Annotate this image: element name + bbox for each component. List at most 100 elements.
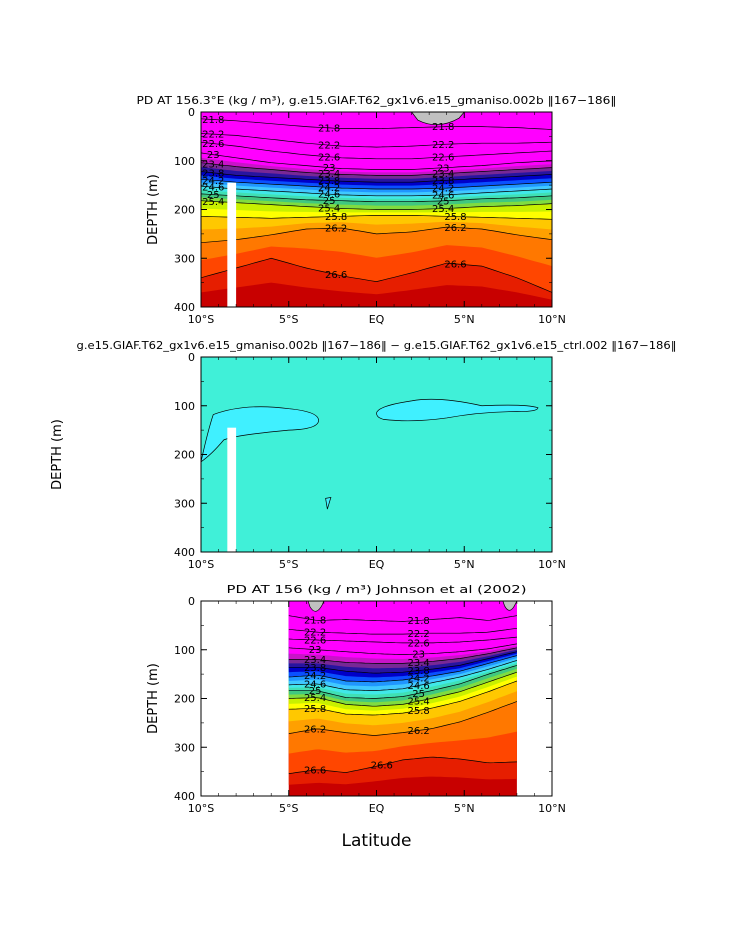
isopycnal-line [200, 178, 553, 190]
isopycnal-line [200, 193, 553, 203]
contour-label: 26.2 [304, 725, 326, 736]
missing-data-region [410, 111, 466, 126]
contour-label: 26.2 [407, 726, 429, 737]
contour-label: 22.6 [318, 152, 340, 163]
contour-label: 25 [309, 686, 322, 697]
isopycnal-line [288, 671, 518, 707]
x-tick-label: 5°N [454, 558, 475, 571]
axes-0: 10°S 5°S EQ 5°N 10°N 0 100 200 300 400 PD AT 156.3… [137, 94, 617, 326]
density-panel-0: 21.821.8 21.822.222.2 22.222.622.6 22.62323… [200, 111, 553, 307]
contour-label: 22.6 [304, 635, 326, 646]
isopycnal-line [200, 133, 553, 148]
contour-label: 23.4 [202, 160, 224, 171]
y-axis-label: DEPTH (m) [50, 419, 65, 490]
contour-label: 22.6 [407, 638, 429, 649]
y-tick-label: 300 [174, 497, 195, 510]
isopycnal-line [288, 647, 517, 664]
y-tick-label: 0 [188, 106, 195, 119]
x-tick-label: 5°S [279, 558, 298, 571]
contour-label: 23.4 [304, 655, 326, 666]
contour-label: 23 [207, 150, 220, 161]
contour-label: 24.2 [318, 183, 340, 194]
contour-label: 22.6 [202, 139, 224, 150]
anomaly-region [200, 406, 319, 463]
y-tick-label: 100 [174, 400, 195, 413]
land-gap [227, 182, 237, 307]
contour-label: 21.8 [318, 123, 340, 134]
anomaly-sliver [325, 496, 332, 510]
isopycnal-line [200, 118, 553, 130]
isopycnal-line [288, 680, 518, 716]
contour-label: 24.6 [318, 190, 340, 201]
anomaly-region [376, 398, 539, 422]
contour-label: 22.6 [432, 153, 454, 164]
y-tick-label: 0 [188, 595, 195, 608]
axes-1: 10°S 5°S EQ 5°N 10°N 0 100 200 300 400 g.e15.GIAF.… [50, 340, 677, 571]
contour-label: 23.4 [318, 169, 340, 180]
contour-label: 25.8 [325, 212, 347, 223]
isopycnal-line [288, 655, 517, 683]
contour-label: 23 [437, 163, 450, 174]
contour-label: 23.8 [202, 168, 224, 179]
y-axis-label: DEPTH (m) [146, 174, 161, 245]
contour-label: 22.2 [407, 629, 429, 640]
contour-label: 26.6 [304, 765, 326, 776]
y-tick-label: 400 [174, 301, 195, 314]
isopycnal-line [288, 660, 517, 691]
isopycnal-line [200, 185, 553, 197]
contour-label: 23.4 [432, 169, 454, 180]
contour-label: 24.6 [202, 183, 224, 194]
isopycnal-line [200, 257, 553, 293]
isopycnal-line [288, 665, 517, 699]
x-tick-label: 5°S [279, 802, 298, 815]
contour-label: 21.8 [202, 115, 224, 126]
y-tick-label: 0 [188, 351, 195, 364]
x-tick-label: 10°N [538, 313, 566, 326]
contour-label: 25.8 [444, 212, 466, 223]
contour-label: 25.4 [202, 197, 224, 208]
y-tick-label: 300 [174, 741, 195, 754]
y-tick-label: 100 [174, 644, 195, 657]
x-tick-label: 10°N [538, 802, 566, 815]
y-tick-label: 400 [174, 790, 195, 803]
x-tick-label: 5°N [454, 802, 475, 815]
isopycnal-line [288, 756, 517, 774]
contour-label: 25 [207, 190, 220, 201]
y-tick-label: 400 [174, 546, 195, 559]
y-tick-label: 200 [174, 693, 195, 706]
isopycnal-line [200, 141, 553, 160]
isopycnal-line [288, 651, 517, 674]
land-gap [227, 427, 237, 552]
contour-label: 23.8 [304, 663, 326, 674]
contour-label: 25.8 [407, 706, 429, 717]
contour-label: 23.8 [318, 176, 340, 187]
contour-label: 25.4 [318, 203, 340, 214]
y-tick-label: 100 [174, 155, 195, 168]
contour-label: 25 [412, 689, 425, 700]
isopycnal-line [288, 636, 517, 644]
x-tick-label: 5°N [454, 313, 475, 326]
contour-label: 24.2 [407, 673, 429, 684]
contour-label: 24.6 [432, 190, 454, 201]
isopycnal-line [288, 701, 518, 736]
contour-label: 22.2 [318, 141, 340, 152]
x-tick-label: EQ [369, 558, 385, 571]
contour-label: 23.4 [407, 658, 429, 669]
x-tick-label: 10°N [538, 558, 566, 571]
isopycnal-line [288, 627, 517, 635]
contour-label: 22.2 [432, 140, 454, 151]
missing-data-region [307, 600, 325, 612]
x-tick-label: EQ [369, 802, 385, 815]
contour-label: 23 [323, 163, 336, 174]
x-tick-label: EQ [369, 313, 385, 326]
contour-label: 25.4 [407, 697, 429, 708]
contour-label: 25.4 [304, 693, 326, 704]
x-tick-label: 10°S [188, 558, 214, 571]
isopycnal-line [200, 226, 553, 244]
contour-label: 24.6 [407, 681, 429, 692]
chart-title: g.e15.GIAF.T62_gx1v6.e15_gmaniso.002b ‖1… [77, 340, 677, 352]
contour-label: 22.2 [304, 627, 326, 638]
contour-label: 23 [309, 645, 322, 656]
